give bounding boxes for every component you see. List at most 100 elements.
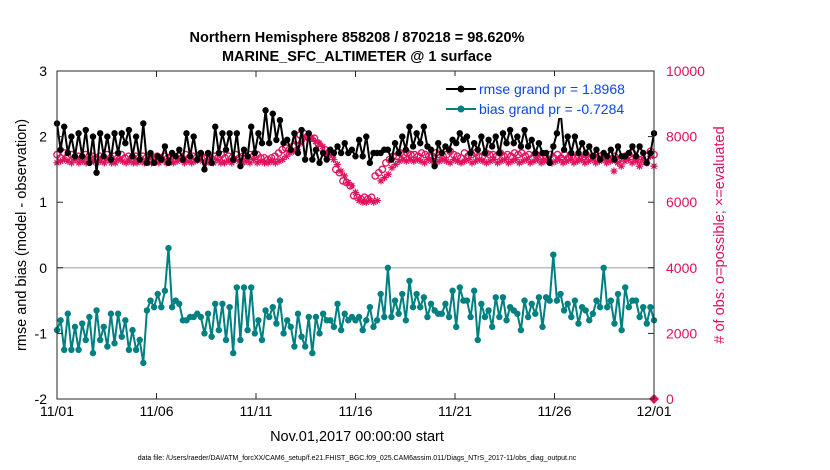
bias-point (312, 313, 320, 321)
y-tick-label-left: -2 (35, 391, 48, 407)
bias-point (445, 313, 453, 321)
rmse-point (176, 146, 183, 153)
bias-point (571, 297, 579, 304)
rmse-point (75, 130, 82, 137)
rmse-point (337, 149, 345, 157)
rmse-point (237, 162, 244, 170)
bias-point (589, 310, 597, 317)
rmse-point (359, 153, 366, 160)
evaluated-point (475, 155, 483, 164)
y-tick-label-right: 2000 (666, 325, 697, 341)
possible-point (489, 150, 497, 159)
bias-point (222, 336, 230, 344)
rmse-point (301, 156, 309, 163)
evaluated-point (373, 196, 381, 205)
rmse-point (478, 133, 485, 140)
bias-point (125, 346, 133, 353)
x-tick-label: 12/01 (636, 403, 671, 419)
bias-point (230, 349, 237, 357)
bias-point (625, 303, 633, 311)
evaluated-point (333, 160, 341, 169)
rmse-point (165, 159, 172, 167)
evaluated-point (384, 170, 392, 178)
evaluated-point (326, 151, 334, 159)
bias-point (273, 320, 280, 327)
rmse-point (611, 156, 618, 163)
rmse-point (291, 130, 298, 137)
evaluated-point (108, 159, 116, 167)
bias-point (636, 313, 643, 321)
evaluated-point (253, 159, 261, 167)
evaluated-point (213, 155, 221, 164)
evaluated-point (64, 157, 72, 165)
evaluated-point (450, 155, 458, 164)
bias-point (373, 317, 381, 324)
bias-point (499, 294, 507, 301)
bias-point (319, 310, 327, 317)
rmse-point (542, 149, 550, 157)
evaluated-point (526, 159, 534, 167)
bias-point (481, 313, 489, 321)
evaluated-point (155, 159, 163, 167)
evaluated-point (355, 196, 363, 205)
rmse-point (100, 153, 107, 160)
bias-point (158, 303, 165, 311)
bias-point (467, 313, 474, 321)
rmse-point (586, 143, 593, 150)
chart-title-line2: MARINE_SFC_ALTIMETER @ 1 surface (222, 49, 492, 65)
rmse-point (107, 156, 115, 163)
evaluated-point (224, 157, 232, 165)
rmse-point (467, 149, 474, 157)
bias-point (363, 317, 370, 324)
evaluated-point (486, 157, 494, 165)
rmse-point (524, 143, 532, 150)
rmse-point (438, 149, 446, 157)
bias-point (176, 300, 183, 308)
rmse-point (64, 149, 71, 157)
bias-point (449, 287, 456, 294)
evaluated-point (122, 159, 130, 167)
evaluated-point (490, 155, 498, 164)
rmse-point (384, 146, 392, 153)
x-tick-label: 11/26 (538, 403, 572, 419)
bias-point (341, 310, 348, 317)
bias-point (301, 343, 309, 350)
evaluated-point (282, 152, 290, 160)
bias-point (582, 307, 589, 314)
bias-point (388, 313, 395, 321)
evaluated-point (381, 174, 389, 182)
rmse-point (179, 156, 187, 163)
bias-point (251, 330, 259, 337)
rmse-point (640, 149, 647, 157)
evaluated-point (537, 159, 545, 167)
rmse-point (118, 130, 125, 137)
rmse-point (629, 143, 636, 150)
rmse-point (452, 139, 460, 147)
rmse-point (158, 156, 165, 163)
bias-point (478, 300, 485, 308)
evaluated-point (180, 159, 189, 167)
bias-point (233, 284, 241, 291)
bias-point (100, 323, 107, 331)
evaluated-point (468, 159, 476, 167)
evaluated-point (308, 134, 316, 142)
rmse-point (391, 139, 399, 147)
ticks-layer: -2 -1 0 1 2 3 0 2000 4000 6000 8000 10000 11/01 11/06… (35, 63, 706, 419)
bias-point (334, 300, 341, 308)
rmse-point (129, 153, 136, 160)
rmse-point (409, 143, 417, 150)
bias-point (496, 313, 503, 321)
evaluated-point (391, 160, 400, 169)
bias-point (82, 336, 89, 344)
bias-point (596, 303, 604, 311)
bias-point (420, 294, 428, 301)
bias-point (593, 297, 600, 304)
evaluated-point (530, 157, 538, 165)
y-tick-label-left: -1 (35, 325, 48, 341)
bias-point (226, 303, 233, 311)
evaluated-point (322, 149, 330, 157)
rmse-point (294, 149, 302, 157)
bias-point (294, 310, 302, 317)
rmse-point (114, 149, 122, 157)
rmse-point (636, 143, 643, 150)
